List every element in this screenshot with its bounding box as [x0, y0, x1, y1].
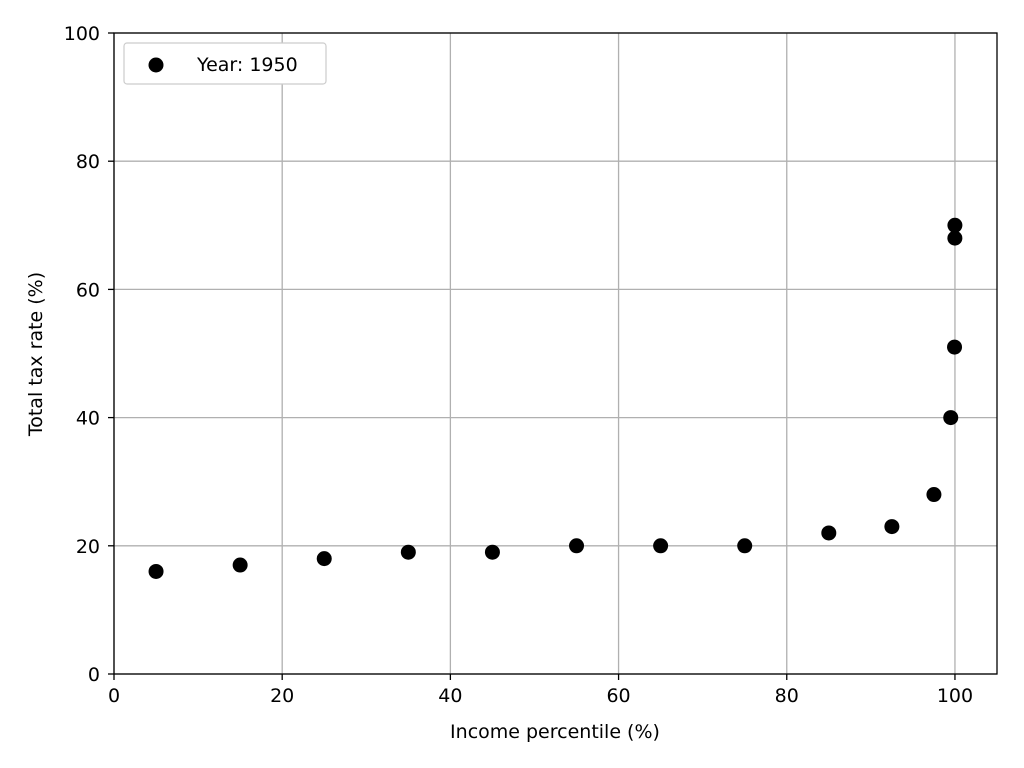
- legend-label: Year: 1950: [196, 54, 298, 76]
- legend-marker: [148, 57, 164, 73]
- data-point: [653, 538, 669, 554]
- x-tick-label: 100: [937, 685, 973, 707]
- data-point: [400, 544, 416, 560]
- y-tick-label: 100: [64, 23, 100, 45]
- y-tick-label: 20: [76, 536, 100, 558]
- y-tick-label: 0: [88, 664, 100, 686]
- data-point: [947, 230, 963, 246]
- data-point: [884, 519, 900, 535]
- data-point: [926, 487, 942, 503]
- x-axis-label: Income percentile (%): [450, 721, 660, 743]
- y-axis-ticks: 0 20 40 60 80 100: [64, 23, 114, 686]
- data-point: [148, 563, 164, 579]
- data-point: [821, 525, 837, 541]
- legend: Year: 1950: [123, 42, 327, 85]
- data-point: [316, 551, 332, 567]
- data-point: [232, 557, 248, 573]
- x-tick-label: 0: [108, 685, 120, 707]
- x-tick-label: 40: [438, 685, 462, 707]
- x-tick-label: 80: [775, 685, 799, 707]
- data-points: [148, 217, 963, 579]
- x-axis-ticks: 0 20 40 60 80 100: [108, 674, 973, 707]
- y-tick-label: 40: [76, 408, 100, 430]
- x-tick-label: 60: [606, 685, 630, 707]
- data-point: [943, 410, 959, 426]
- plot-frame: [113, 32, 998, 675]
- y-axis-label: Total tax rate (%): [25, 272, 47, 437]
- plot-background: [114, 33, 997, 674]
- data-point: [484, 544, 500, 560]
- data-point: [737, 538, 753, 554]
- x-tick-label: 20: [270, 685, 294, 707]
- legend-box: [123, 42, 327, 85]
- data-point: [569, 538, 585, 554]
- y-tick-label: 80: [76, 151, 100, 173]
- data-point: [947, 217, 963, 233]
- data-point: [947, 339, 963, 355]
- y-tick-label: 60: [76, 279, 100, 301]
